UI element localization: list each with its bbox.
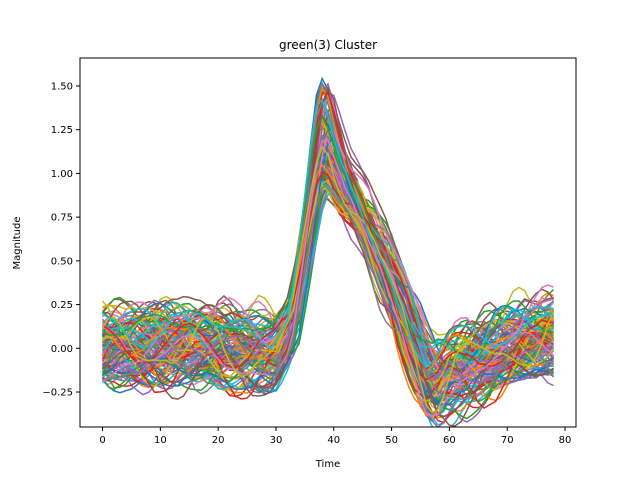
x-tick-label: 70 [501,435,514,446]
y-axis-label: Magnitude [12,217,23,270]
y-tick-label: 1.00 [51,169,73,180]
x-tick-label: 60 [443,435,456,446]
series-line [102,159,554,427]
series-line [102,135,554,384]
series-line [101,89,555,410]
x-tick-label: 0 [99,435,105,446]
series-line [101,142,555,427]
x-axis-label: Time [315,459,340,470]
x-axis-ticks: 0 10 20 30 40 50 60 70 80 [99,427,571,446]
y-tick-label: 0.00 [51,344,73,355]
x-tick-label: 10 [154,435,167,446]
series-line [101,114,554,361]
series-line [101,145,555,414]
series-lines [101,76,555,427]
series-line [102,180,554,364]
x-tick-label: 20 [212,435,225,446]
plot-frame [79,57,577,428]
y-axis-ticks: −0.25 0.00 0.25 0.50 0.75 1.00 1.25 1.50 [42,81,80,399]
series-line [101,86,555,381]
x-tick-label: 30 [270,435,283,446]
series-line [102,163,555,373]
series-line [102,139,555,417]
y-tick-label: 1.25 [51,125,73,136]
y-tick-label: 0.75 [51,213,73,224]
series-line [102,97,554,365]
y-tick-label: 0.50 [51,256,73,267]
series-line [101,191,554,379]
chart-title: green(3) Cluster [279,38,377,52]
y-tick-label: 0.25 [51,300,73,311]
y-tick-label: −0.25 [42,388,73,399]
series-line [102,170,554,381]
x-tick-label: 80 [559,435,572,446]
series-line [102,183,555,400]
x-tick-label: 50 [385,435,398,446]
x-tick-label: 40 [327,435,340,446]
series-line [102,85,555,418]
y-tick-label: 1.50 [51,81,73,92]
